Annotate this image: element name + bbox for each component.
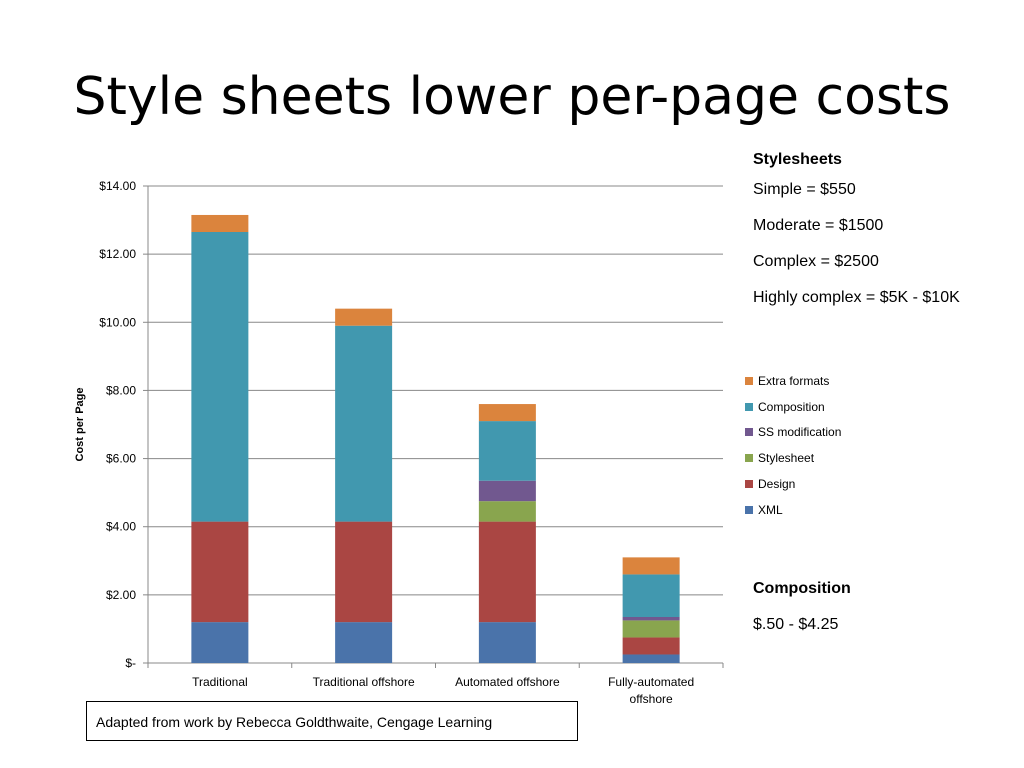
bar-segment: [335, 325, 393, 522]
bar-segment: [478, 404, 536, 422]
credit-box: Adapted from work by Rebecca Goldthwaite…: [86, 701, 578, 741]
bar-segment: [191, 214, 249, 232]
composition-range: $.50 - $4.25: [753, 616, 839, 633]
legend-label: XML: [758, 502, 783, 517]
bar-segment: [478, 480, 536, 502]
stylesheets-panel: Stylesheets Simple = $550 Moderate = $15…: [753, 148, 960, 316]
composition-heading: Composition: [753, 580, 851, 597]
x-tick-label: Fully-automated: [608, 675, 694, 689]
bar-segment: [622, 620, 680, 638]
y-tick-label: $14.00: [99, 179, 136, 193]
bar-segment: [622, 574, 680, 618]
legend-swatch: [745, 454, 753, 463]
bar-segment: [335, 521, 393, 623]
bar-segment: [478, 501, 536, 522]
legend-label: Extra formats: [758, 373, 830, 388]
legend-label: Design: [758, 477, 796, 492]
stylesheet-cost-simple: Simple = $550: [753, 181, 856, 198]
legend-item: Extra formats: [745, 368, 841, 394]
y-tick-label: $-: [125, 656, 136, 670]
legend-swatch: [745, 376, 753, 385]
y-tick-label: $4.00: [106, 520, 136, 534]
chart-legend: Extra formats Composition SS modification S…: [745, 368, 841, 523]
legend-label: Stylesheet: [758, 451, 815, 466]
x-tick-label: Traditional: [192, 675, 248, 689]
y-tick-label: $8.00: [106, 383, 136, 397]
bar-segment: [622, 557, 680, 575]
bar-segment: [622, 637, 680, 655]
bar-segment: [191, 521, 249, 623]
legend-swatch: [745, 428, 753, 437]
bar-segment: [335, 308, 393, 326]
legend-label: Composition: [758, 399, 825, 414]
legend-swatch: [745, 402, 753, 411]
bar-segment: [478, 622, 536, 663]
legend-item: Composition: [745, 394, 841, 420]
y-axis-title: Cost per Page: [74, 388, 86, 462]
bar-segment: [478, 421, 536, 481]
legend-item: Design: [745, 471, 841, 497]
slide-title: Style sheets lower per-page costs: [73, 67, 951, 127]
bar-segment: [191, 622, 249, 663]
legend-swatch: [745, 480, 753, 489]
bar-segment: [335, 622, 393, 663]
stylesheet-cost-moderate: Moderate = $1500: [753, 217, 884, 234]
legend-label: SS modification: [758, 425, 842, 440]
bar-segment: [622, 617, 680, 621]
y-tick-label: $10.00: [99, 315, 136, 329]
stylesheets-heading: Stylesheets: [753, 151, 842, 168]
legend-item: Stylesheet: [745, 445, 841, 471]
composition-panel: Composition $.50 - $4.25: [753, 578, 851, 636]
bar-segment: [478, 521, 536, 623]
x-tick-label: Automated offshore: [455, 675, 560, 689]
legend-swatch: [745, 505, 753, 514]
y-tick-label: $12.00: [99, 247, 136, 261]
bar-segment: [622, 654, 680, 663]
legend-item: SS modification: [745, 420, 841, 446]
y-tick-label: $6.00: [106, 452, 136, 466]
legend-item: XML: [745, 497, 841, 523]
stylesheet-cost-highly-complex: Highly complex = $5K - $10K: [753, 289, 960, 306]
x-tick-label: offshore: [630, 692, 673, 706]
bar-segment: [191, 231, 249, 522]
x-tick-label: Traditional offshore: [313, 675, 415, 689]
stylesheet-cost-complex: Complex = $2500: [753, 253, 879, 270]
y-tick-label: $2.00: [106, 588, 136, 602]
